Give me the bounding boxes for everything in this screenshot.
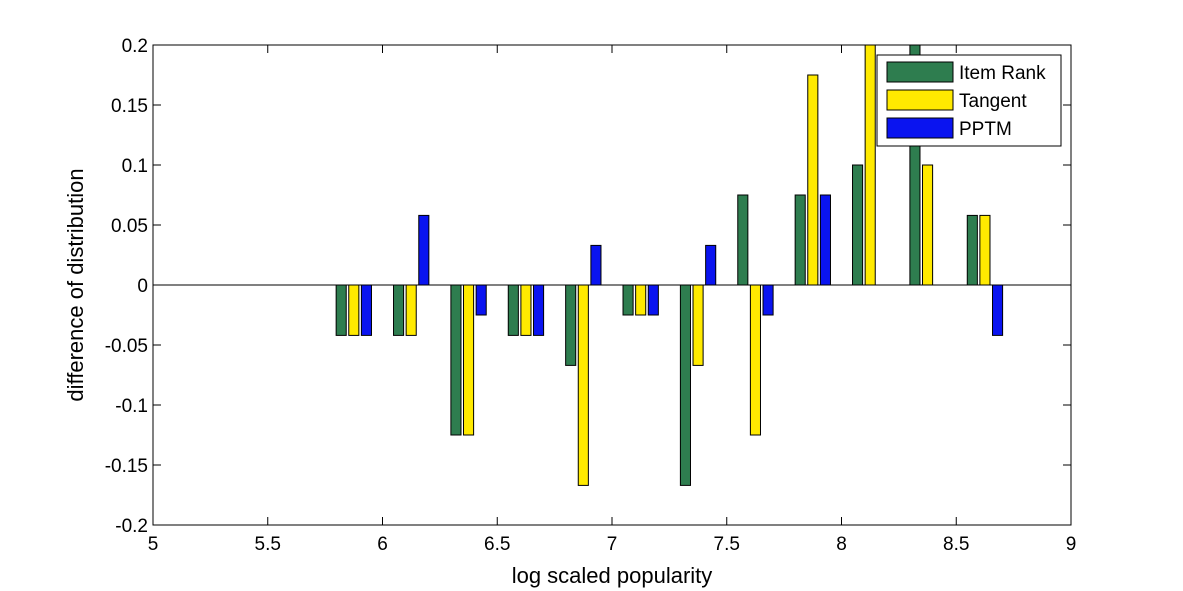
legend-swatch <box>886 61 954 83</box>
legend-entry-label: Item Rank <box>959 63 1046 84</box>
bar <box>463 284 475 436</box>
y-tick-label: -0.15 <box>105 456 148 477</box>
bar <box>520 284 532 336</box>
bar <box>992 284 1004 336</box>
bar <box>565 284 577 366</box>
y-tick-label: 0 <box>137 276 148 297</box>
x-tick-label: 5.5 <box>255 534 281 555</box>
y-tick-label: -0.05 <box>105 336 148 357</box>
x-tick-label: 9 <box>1066 534 1077 555</box>
y-tick-label: 0.1 <box>122 156 148 177</box>
legend-swatch <box>886 117 954 139</box>
bar <box>393 284 405 336</box>
x-tick-label: 7.5 <box>714 534 740 555</box>
x-tick-label: 7 <box>607 534 618 555</box>
bar <box>622 284 634 316</box>
bar <box>335 284 347 336</box>
bar <box>450 284 462 436</box>
y-tick-label: 0.2 <box>122 36 148 57</box>
bar <box>360 284 372 336</box>
bar <box>749 284 761 436</box>
bar <box>762 284 774 316</box>
y-tick-label: 0.15 <box>111 96 148 117</box>
x-tick-label: 8.5 <box>943 534 969 555</box>
bar <box>922 164 934 286</box>
legend: Item Rank Tangent PPTM <box>876 54 1062 147</box>
x-tick-label: 5 <box>148 534 159 555</box>
bar <box>979 214 991 286</box>
bar <box>807 74 819 286</box>
y-axis-label: difference of distribution <box>63 168 88 401</box>
bar <box>418 214 430 286</box>
legend-entry-label: PPTM <box>959 119 1012 140</box>
bar <box>679 284 691 486</box>
bar <box>852 164 864 286</box>
bar <box>475 284 487 316</box>
y-axis: -0.2 -0.15 -0.1 -0.05 0 0.05 0.1 0.15 0.2 <box>105 36 1071 537</box>
legend-entry-label: Tangent <box>959 91 1027 112</box>
x-tick-label: 8 <box>836 534 847 555</box>
bar <box>507 284 519 336</box>
x-axis: 5 5.5 6 6.5 7 7.5 8 8.5 9 <box>148 45 1077 555</box>
bar <box>966 214 978 286</box>
bar <box>692 284 704 366</box>
bar <box>635 284 647 316</box>
bar <box>705 244 717 286</box>
bar <box>737 194 749 286</box>
y-tick-label: -0.2 <box>115 516 148 537</box>
bar <box>647 284 659 316</box>
x-tick-label: 6 <box>377 534 388 555</box>
bar <box>590 244 602 286</box>
bar <box>794 194 806 286</box>
y-tick-label: 0.05 <box>111 216 148 237</box>
y-tick-label: -0.1 <box>115 396 148 417</box>
bar <box>348 284 360 336</box>
bar <box>864 44 876 286</box>
legend-swatch <box>886 89 954 111</box>
bar <box>533 284 545 336</box>
bar <box>405 284 417 336</box>
bar <box>577 284 589 486</box>
bar <box>819 194 831 286</box>
x-tick-label: 6.5 <box>484 534 510 555</box>
x-axis-label: log scaled popularity <box>512 563 713 588</box>
